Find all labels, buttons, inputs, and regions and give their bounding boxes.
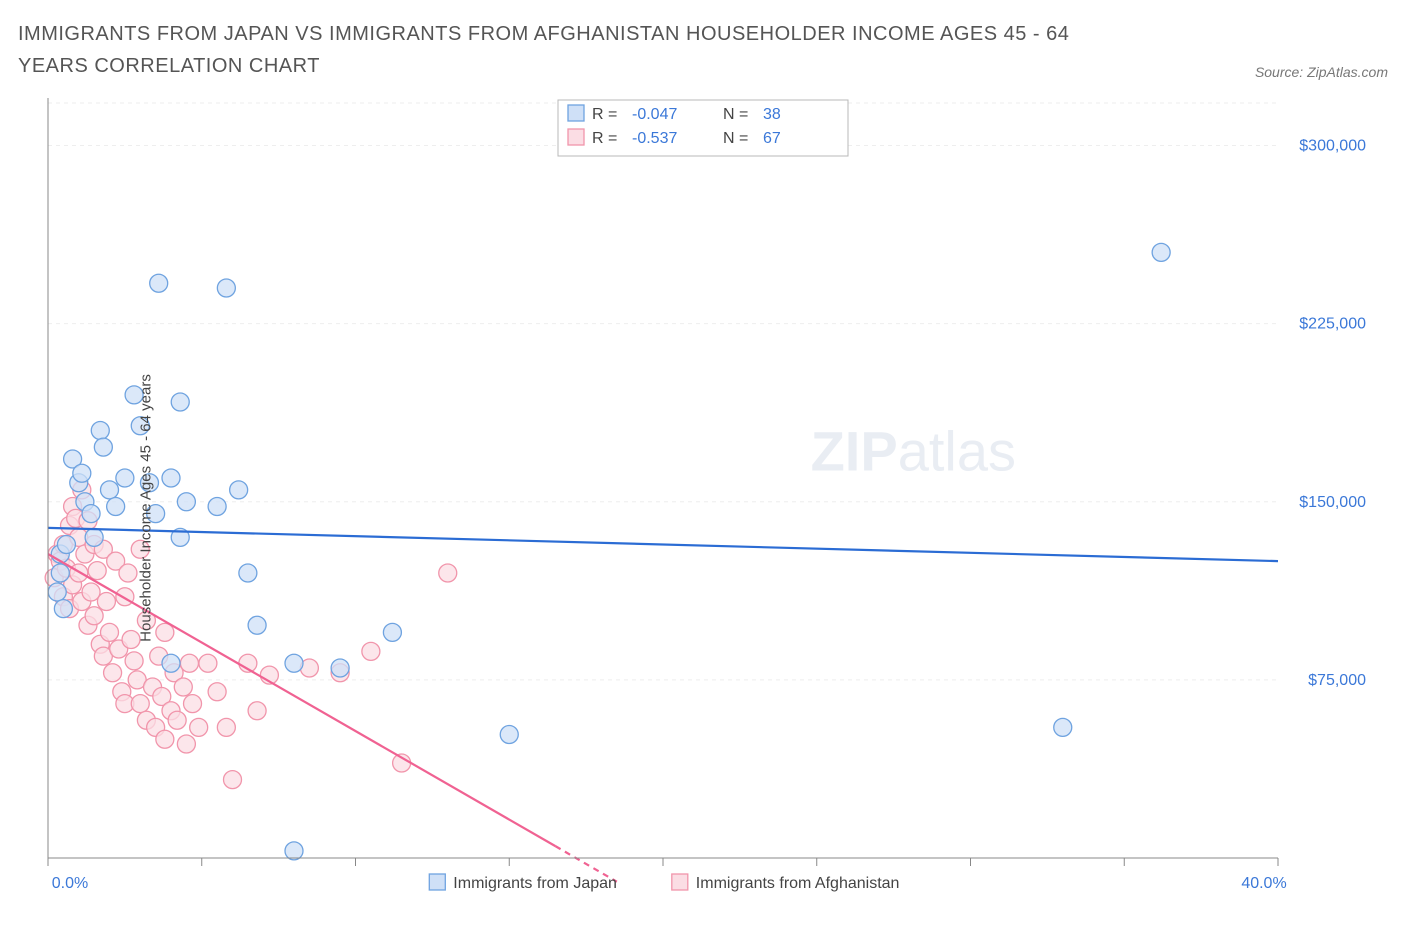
data-point <box>199 654 217 672</box>
y-tick-label: $225,000 <box>1299 316 1366 333</box>
data-point <box>177 493 195 511</box>
data-point <box>439 564 457 582</box>
data-point <box>208 683 226 701</box>
legend-r-label: R = <box>592 130 617 147</box>
legend-n-label: N = <box>723 106 748 123</box>
y-tick-label: $75,000 <box>1308 672 1366 689</box>
data-point <box>331 659 349 677</box>
data-point <box>48 583 66 601</box>
data-point <box>85 607 103 625</box>
data-point <box>162 654 180 672</box>
x-tick-label: 40.0% <box>1241 875 1286 892</box>
data-point <box>57 536 75 554</box>
watermark: ZIPatlas <box>811 419 1016 482</box>
data-point <box>224 771 242 789</box>
data-point <box>156 730 174 748</box>
data-point <box>150 274 168 292</box>
data-point <box>217 279 235 297</box>
legend-swatch <box>568 129 584 145</box>
data-point <box>190 718 208 736</box>
data-point <box>285 842 303 860</box>
data-point <box>101 481 119 499</box>
legend-n-label: N = <box>723 130 748 147</box>
data-point <box>82 505 100 523</box>
trend-line-japan <box>48 528 1278 561</box>
y-tick-label: $300,000 <box>1299 138 1366 155</box>
legend-r-value: -0.047 <box>632 106 677 123</box>
data-point <box>184 695 202 713</box>
legend-swatch <box>568 105 584 121</box>
data-point <box>239 564 257 582</box>
legend-n-value: 67 <box>763 130 781 147</box>
data-point <box>97 593 115 611</box>
y-tick-label: $150,000 <box>1299 494 1366 511</box>
data-point <box>94 438 112 456</box>
data-point <box>248 616 266 634</box>
data-point <box>177 735 195 753</box>
data-point <box>104 664 122 682</box>
source-credit: Source: ZipAtlas.com <box>1255 64 1388 82</box>
chart-area: Householder Income Ages 45 - 64 years $7… <box>18 88 1388 928</box>
data-point <box>119 564 137 582</box>
chart-title: IMMIGRANTS FROM JAPAN VS IMMIGRANTS FROM… <box>18 18 1138 82</box>
x-tick-label: 0.0% <box>52 875 88 892</box>
legend-r-label: R = <box>592 106 617 123</box>
data-point <box>131 695 149 713</box>
data-point <box>230 481 248 499</box>
data-point <box>85 528 103 546</box>
data-point <box>91 422 109 440</box>
data-point <box>101 623 119 641</box>
data-point <box>248 702 266 720</box>
data-point <box>1054 718 1072 736</box>
data-point <box>116 469 134 487</box>
data-point <box>217 718 235 736</box>
data-point <box>70 564 88 582</box>
data-point <box>162 469 180 487</box>
data-point <box>168 711 186 729</box>
data-point <box>383 623 401 641</box>
data-point <box>362 642 380 660</box>
legend-swatch <box>429 874 445 890</box>
data-point <box>208 498 226 516</box>
data-point <box>54 600 72 618</box>
data-point <box>1152 243 1170 261</box>
scatter-chart: $75,000 $150,000 $225,000 $300,000 ZIPatlas 0… <box>18 88 1378 928</box>
data-point <box>171 393 189 411</box>
data-point <box>174 678 192 696</box>
data-point <box>51 564 69 582</box>
legend-series-label: Immigrants from Afghanistan <box>696 875 900 892</box>
data-point <box>500 726 518 744</box>
legend-r-value: -0.537 <box>632 130 677 147</box>
data-point <box>73 464 91 482</box>
y-axis-label: Householder Income Ages 45 - 64 years <box>137 374 154 642</box>
data-point <box>88 562 106 580</box>
legend-swatch <box>672 874 688 890</box>
data-point <box>125 652 143 670</box>
legend-series-label: Immigrants from Japan <box>453 875 617 892</box>
legend-n-value: 38 <box>763 106 781 123</box>
data-point <box>180 654 198 672</box>
data-point <box>107 498 125 516</box>
data-point <box>285 654 303 672</box>
